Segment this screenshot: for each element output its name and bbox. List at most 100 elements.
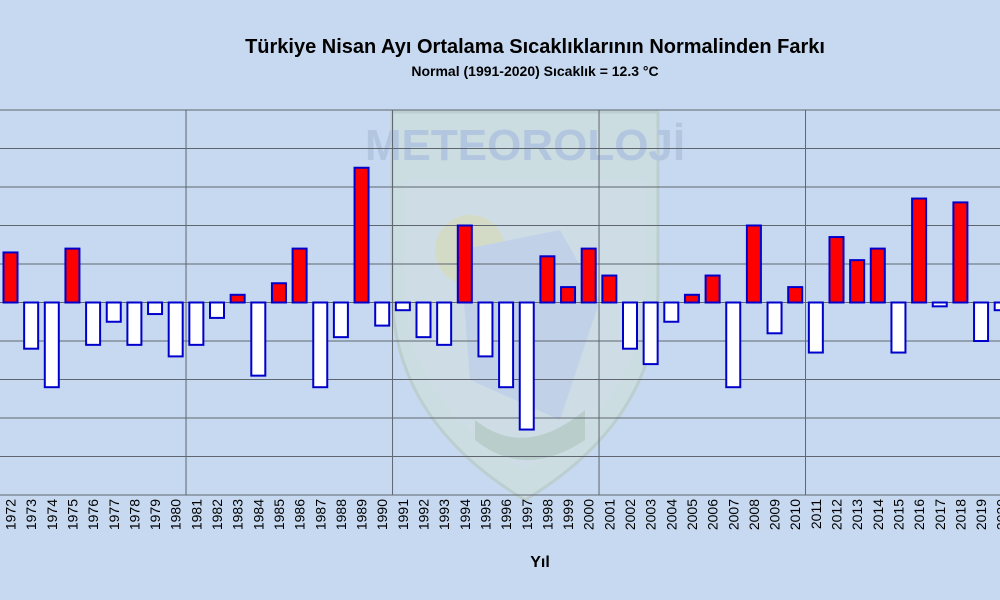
x-tick-label: 1973 [23, 499, 39, 530]
x-tick-label: 2006 [705, 499, 721, 530]
bar-2000 [580, 247, 597, 304]
x-tick-label: 2018 [952, 499, 968, 530]
x-tick-label: 1979 [147, 499, 163, 530]
x-tick-label: 2013 [849, 499, 865, 530]
bar-1998 [539, 255, 556, 304]
x-tick-labels: 1972 1973 1974 1975 1976 1977 1978 1979 1980 1981… [3, 499, 1000, 530]
bar-2003 [642, 301, 659, 366]
bar-1999 [560, 286, 577, 304]
bar-2012 [828, 236, 845, 304]
x-tick-label: 1988 [333, 499, 349, 530]
bar-2015 [890, 301, 907, 354]
x-tick-label: 1982 [209, 499, 225, 530]
bar-1979 [147, 301, 164, 316]
x-tick-label: 1991 [395, 499, 411, 530]
bar-1988 [332, 301, 349, 339]
x-tick-label: 1992 [416, 499, 432, 530]
bars [2, 166, 1000, 431]
bar-2020 [993, 301, 1000, 312]
x-tick-label: 1976 [85, 499, 101, 530]
x-tick-label: 2002 [622, 499, 638, 530]
x-tick-label: 1994 [457, 499, 473, 530]
x-tick-label: 2000 [581, 499, 597, 530]
x-tick-label: 1983 [230, 499, 246, 530]
bar-1974 [43, 301, 60, 389]
x-tick-label: 2009 [767, 499, 783, 530]
bar-1975 [64, 247, 81, 304]
bar-1991 [394, 301, 411, 312]
bar-2006 [704, 274, 721, 304]
x-tick-label: 1986 [292, 499, 308, 530]
bar-2002 [622, 301, 638, 350]
chart-title: Türkiye Nisan Ayı Ortalama Sıcaklıkların… [245, 36, 825, 58]
x-tick-label: 2011 [808, 499, 824, 529]
x-tick-label: 2020 [994, 499, 1000, 530]
bar-2008 [745, 224, 762, 304]
x-tick-label: 2014 [870, 499, 886, 530]
x-tick-label: 1980 [168, 499, 184, 530]
bar-2014 [869, 247, 886, 304]
x-tick-label: 1989 [354, 499, 370, 530]
bar-1993 [436, 301, 453, 346]
bar-1990 [374, 301, 391, 327]
bar-1984 [250, 301, 267, 377]
bar-1980 [167, 301, 184, 358]
bar-2005 [683, 293, 700, 304]
bar-1977 [105, 301, 122, 323]
x-tick-label: 1995 [477, 499, 493, 530]
bar-1973 [23, 301, 40, 350]
x-tick-label: 2016 [911, 499, 927, 530]
bar-1983 [229, 293, 246, 304]
bar-1987 [312, 301, 329, 389]
bar-1981 [188, 301, 205, 346]
x-tick-label: 1975 [64, 499, 80, 530]
bar-1997 [518, 301, 535, 431]
x-axis-label: Yıl [530, 554, 550, 571]
x-tick-label: 1997 [519, 499, 535, 530]
bar-2010 [787, 286, 804, 304]
bar-2011 [807, 301, 824, 354]
bar-2013 [849, 259, 866, 304]
bar-2004 [663, 301, 680, 323]
bar-1972 [2, 251, 19, 304]
bar-2007 [725, 301, 742, 389]
bar-2018 [952, 201, 969, 304]
x-tick-label: 2010 [787, 499, 803, 530]
x-tick-label: 1990 [374, 499, 390, 530]
x-tick-label: 1999 [560, 499, 576, 530]
watermark-text: METEOROLOJİ [365, 121, 685, 170]
x-tick-label: 1996 [498, 499, 514, 530]
x-tick-label: 2004 [663, 499, 679, 530]
bar-1982 [209, 301, 225, 319]
bar-1978 [126, 301, 143, 346]
bar-2017 [931, 301, 948, 308]
x-tick-label: 1987 [312, 499, 328, 530]
x-tick-label: 2015 [890, 499, 906, 530]
x-tick-label: 1977 [106, 499, 122, 530]
bar-2009 [766, 301, 783, 335]
bar-2016 [911, 197, 928, 304]
bar-1985 [270, 282, 287, 304]
bar-2001 [601, 274, 618, 304]
x-tick-label: 1985 [271, 499, 287, 530]
chart-subtitle: Normal (1991-2020) Sıcaklık = 12.3 °C [411, 63, 659, 79]
x-tick-label: 2007 [725, 499, 741, 530]
bar-1976 [85, 301, 102, 346]
x-tick-label: 1984 [250, 499, 266, 530]
x-tick-label: 2012 [829, 499, 845, 530]
x-tick-label: 2017 [932, 499, 948, 530]
x-tick-label: 1972 [3, 499, 19, 530]
bar-2019 [973, 301, 990, 342]
x-tick-label: 1993 [436, 499, 452, 530]
x-tick-label: 1978 [126, 499, 142, 530]
x-tick-label: 2001 [601, 499, 617, 530]
bar-1996 [498, 301, 515, 389]
bar-1989 [353, 166, 370, 304]
bar-1986 [291, 247, 308, 304]
x-tick-label: 2005 [684, 499, 700, 530]
x-tick-label: 1974 [44, 499, 60, 530]
x-tick-label: 1998 [539, 499, 555, 530]
bar-1992 [415, 301, 432, 339]
x-tick-label: 2003 [643, 499, 659, 530]
